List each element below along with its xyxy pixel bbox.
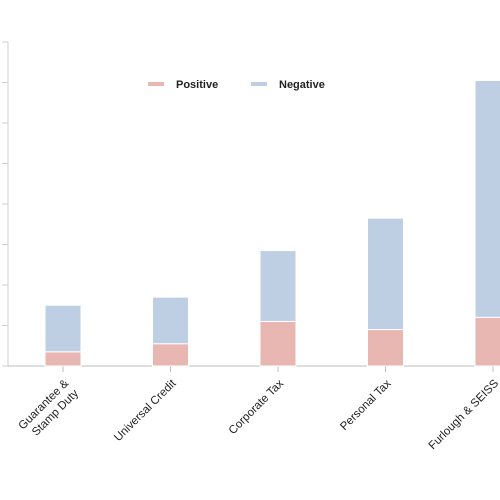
bar-segment-negative: [474, 79, 500, 318]
bars: [44, 79, 500, 367]
bar-segment-negative: [259, 250, 297, 322]
bar-segment-positive: [152, 343, 189, 367]
bar-segment-negative: [44, 304, 82, 353]
bar-segment-positive: [44, 351, 82, 367]
legend: Positive Negative: [148, 79, 325, 91]
category-label: Universal Credit: [112, 377, 179, 444]
category-labels: Guarantee &Stamp Duty Universal Credit Cor…: [17, 377, 500, 452]
bar-segment-positive: [367, 329, 404, 367]
bar-segment-positive: [259, 320, 297, 367]
bar-segment-negative: [367, 217, 404, 331]
category-label: Furlough & SEISS: [427, 377, 500, 452]
category-label: Guarantee &Stamp Duty: [17, 377, 82, 442]
y-axis: [2, 41, 9, 367]
category-label: Personal Tax: [338, 377, 394, 433]
bar-segment-negative: [152, 296, 189, 345]
x-axis: [8, 365, 500, 372]
bar-segment-positive: [474, 316, 500, 367]
legend-label-negative: Negative: [279, 79, 325, 91]
legend-label-positive: Positive: [176, 79, 218, 91]
category-label: Corporate Tax: [227, 377, 287, 437]
